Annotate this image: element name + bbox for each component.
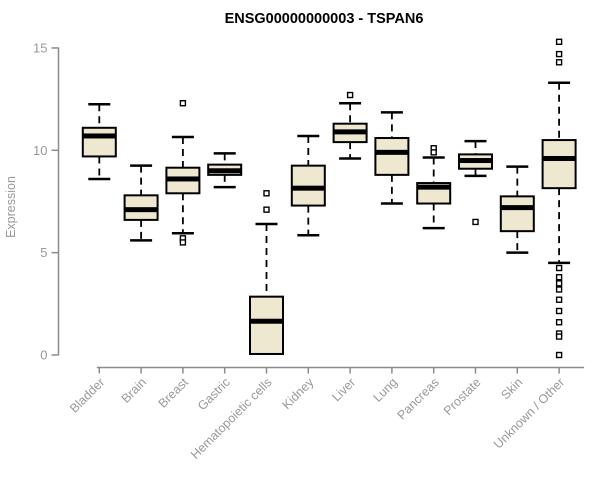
outlier-unknown-other [555,280,563,287]
y-tick-label-10: 10 [33,143,47,158]
x-tick-label-kidney: Kidney [279,375,316,412]
y-tick-label-5: 5 [40,245,47,260]
outlier-unknown-other [555,333,563,340]
outlier-unknown-other [555,296,563,303]
box-unknown-other [541,139,577,190]
outlier-hematopoietic-cells [263,206,270,213]
box-bladder [81,126,117,158]
median-hematopoietic-cells [250,318,283,324]
outlier-prostate [472,218,479,226]
outlier-breast [179,239,187,246]
y-axis-label: Expression [4,176,18,238]
x-tick-label-gastric: Gastric [195,375,233,413]
chart-title: ENSG00000000003 - TSPAN6 [225,11,424,27]
median-prostate [459,158,492,164]
outlier-unknown-other [555,307,563,315]
x-tick-label-liver: Liver [329,375,358,404]
x-tick-label-skin: Skin [498,375,525,402]
median-skin [500,205,534,211]
outlier-unknown-other [555,264,563,272]
outlier-liver [346,91,354,99]
outlier-unknown-other [555,286,563,293]
median-unknown-other [542,155,576,161]
outlier-unknown-other [555,50,563,58]
outlier-unknown-other [555,38,563,46]
outlier-hematopoietic-cells [263,190,270,197]
outlier-pancreas [430,149,437,156]
y-tick-label-15: 15 [33,40,47,55]
box-skin [499,195,535,233]
x-tick-label-brain: Brain [119,375,150,406]
outlier-unknown-other [555,351,563,359]
x-tick-label-lung: Lung [370,375,400,405]
median-gastric [208,168,242,174]
y-tick-label-0: 0 [40,348,47,363]
median-kidney [291,185,325,191]
median-lung [375,149,409,155]
box-kidney [290,164,326,207]
x-tick-label-breast: Breast [156,375,192,411]
box-lung [374,137,410,176]
box-hematopoietic-cells [249,295,284,355]
x-tick-label-unknown-other: Unknown / Other [491,375,567,451]
outlier-unknown-other [555,274,563,281]
x-tick-label-pancreas: Pancreas [395,375,442,422]
median-pancreas [417,184,451,190]
outlier-unknown-other [555,319,563,326]
x-tick-label-hematopoietic-cells: Hematopoietic cells [188,375,275,462]
outlier-unknown-other [555,59,563,66]
median-breast [166,176,200,182]
median-bladder [82,133,116,139]
x-tick-label-prostate: Prostate [441,375,484,418]
x-tick-label-bladder: Bladder [67,375,107,415]
plot-area: 0 5 10 15 Bladder Brain Breast GastricHematopoi… [33,38,585,462]
median-liver [333,129,367,135]
outlier-breast [179,100,187,107]
median-brain [124,207,158,213]
